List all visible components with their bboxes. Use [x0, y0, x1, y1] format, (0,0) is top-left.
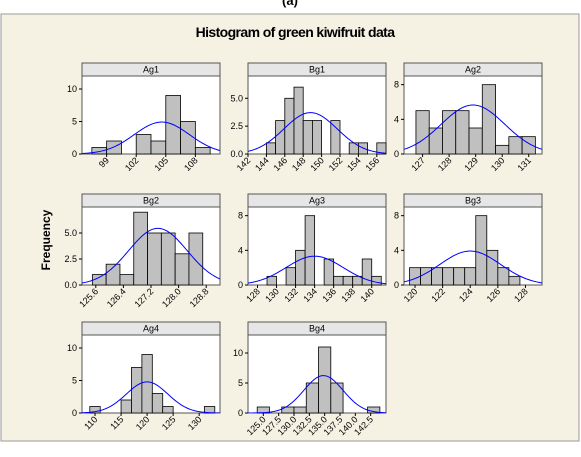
normal-curve [82, 121, 220, 154]
histogram-bar [120, 399, 132, 414]
histogram-bar [106, 140, 122, 155]
histogram-bar [453, 267, 466, 286]
y-tick-label: 0 [238, 408, 243, 418]
histogram-bar [302, 120, 313, 155]
y-tick-label: 5 [238, 378, 243, 388]
y-axis-label: Frequency [39, 209, 53, 270]
histogram-bar [188, 232, 204, 286]
normal-curve [248, 112, 386, 154]
histogram-bar [318, 346, 332, 414]
histogram-bar [194, 147, 211, 155]
y-tick-label: 5.0 [64, 228, 77, 238]
panel-title: Bg3 [465, 196, 481, 206]
histogram-bar [162, 406, 174, 414]
histogram-bar [133, 211, 148, 286]
y-tick-label: 4 [394, 114, 399, 124]
normal-curve [404, 250, 542, 284]
y-tick-label: 0 [72, 149, 77, 159]
histogram-bar [150, 140, 167, 155]
histogram-bar [455, 110, 470, 155]
histogram-bar [135, 134, 152, 155]
y-tick-label: 2.5 [230, 121, 243, 131]
y-tick-label: 10 [67, 343, 77, 353]
y-tick-label: 8 [394, 211, 399, 221]
histogram-bar [293, 86, 304, 155]
y-tick-label: 0 [72, 408, 77, 418]
histogram-bar [495, 144, 510, 155]
histogram-bar [295, 249, 306, 286]
y-tick-label: 0 [238, 280, 243, 290]
histogram-bar [442, 267, 455, 286]
y-tick-label: 10 [67, 84, 77, 94]
figure-label: (a) [282, 0, 298, 8]
histogram-bar [174, 253, 190, 286]
histogram-bar [180, 121, 196, 155]
histogram-bar [330, 120, 341, 155]
histogram-bar [361, 258, 373, 286]
histogram-bar [265, 142, 276, 155]
y-tick-label: 8 [394, 80, 399, 90]
y-tick-label: 2.5 [64, 254, 77, 264]
histogram-bar [151, 393, 164, 414]
normal-curve [82, 227, 220, 284]
y-tick-label: 4 [238, 245, 243, 255]
histogram-bar [304, 215, 316, 286]
panel-title: Ag1 [143, 65, 159, 75]
panel-title: Ag4 [143, 324, 159, 334]
histogram-bar [311, 120, 322, 155]
histogram-bar [475, 215, 488, 286]
panel-title: Ag3 [309, 196, 325, 206]
normal-curve [404, 104, 542, 150]
histogram-bar [428, 127, 443, 155]
normal-curve [248, 375, 386, 413]
histogram-bar [160, 232, 176, 286]
histogram-bar [305, 382, 319, 414]
histogram-bar [266, 275, 277, 286]
y-tick-label: 5 [72, 117, 77, 127]
histogram-bar [371, 275, 382, 286]
y-tick-label: 5 [72, 376, 77, 386]
histogram-bar [89, 406, 101, 414]
normal-curve [82, 381, 220, 413]
panel-title: Ag2 [465, 65, 481, 75]
y-tick-label: 0 [394, 280, 399, 290]
chart-title: Histogram of green kiwifruit data [196, 24, 396, 40]
histogram-bar [508, 275, 521, 286]
y-tick-label: 0 [394, 149, 399, 159]
histogram-bar [131, 367, 143, 414]
histogram-bar [468, 127, 483, 155]
y-tick-label: 10 [233, 348, 243, 358]
histogram-bar [497, 267, 510, 286]
panel-title: Bg2 [143, 196, 159, 206]
histogram-bar [323, 258, 335, 286]
histogram-bar [431, 267, 444, 286]
y-tick-label: 8 [238, 211, 243, 221]
y-tick-label: 5.0 [230, 93, 243, 103]
y-tick-label: 4 [394, 245, 399, 255]
histogram-bar [293, 406, 307, 414]
histogram-bar [486, 249, 499, 286]
histogram-bar [415, 110, 430, 155]
normal-curve [248, 255, 386, 285]
panel-title: Bg4 [309, 324, 325, 334]
histogram-bar [420, 267, 432, 286]
panel-title: Bg1 [309, 65, 325, 75]
histogram-bar [333, 275, 344, 286]
histogram-bar [147, 232, 162, 286]
histogram-bar [508, 136, 523, 155]
y-tick-label: 0.0 [64, 280, 77, 290]
histogram-bar [275, 120, 286, 155]
histogram-bar [376, 142, 387, 155]
histogram-bar [141, 354, 153, 414]
y-tick-label: 0.0 [230, 149, 243, 159]
histogram-bar [119, 274, 135, 286]
histogram-bar [481, 84, 496, 155]
histogram-bar [285, 267, 296, 286]
histogram-bar [342, 275, 354, 286]
histogram-bar [464, 267, 477, 286]
